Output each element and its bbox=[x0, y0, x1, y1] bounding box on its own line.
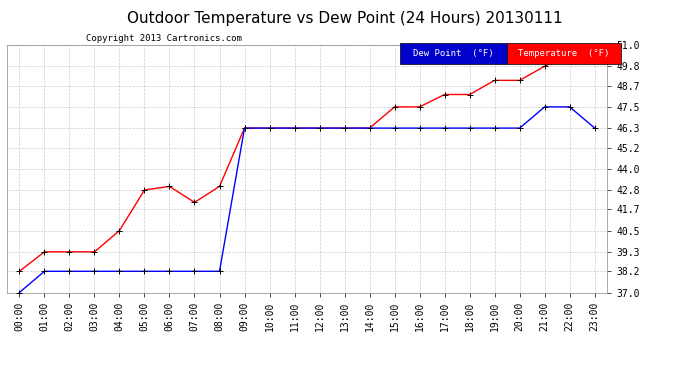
Text: Dew Point  (°F): Dew Point (°F) bbox=[413, 49, 494, 58]
Text: Copyright 2013 Cartronics.com: Copyright 2013 Cartronics.com bbox=[86, 34, 242, 43]
Text: Temperature  (°F): Temperature (°F) bbox=[518, 49, 610, 58]
Text: Outdoor Temperature vs Dew Point (24 Hours) 20130111: Outdoor Temperature vs Dew Point (24 Hou… bbox=[127, 11, 563, 26]
